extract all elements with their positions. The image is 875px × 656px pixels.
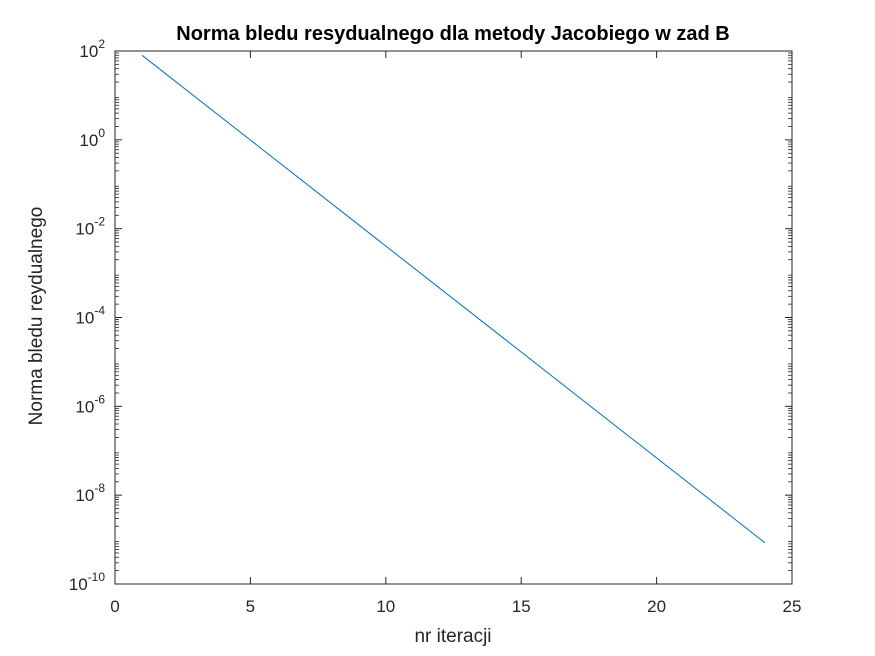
plot-area — [115, 51, 792, 584]
y-axis-label: Norma bledu reydualnego — [26, 207, 47, 426]
y-tick-label: 100 — [79, 126, 105, 150]
x-tick-label: 10 — [376, 597, 395, 616]
y-tick-base: 10 — [79, 42, 98, 61]
x-tick-label: 5 — [246, 597, 255, 616]
x-tick-label: 25 — [783, 597, 802, 616]
y-tick-base: 10 — [75, 309, 94, 328]
y-tick-base: 10 — [75, 220, 94, 239]
x-tick-label: 15 — [512, 597, 531, 616]
y-tick-exponent: -2 — [94, 215, 105, 229]
y-tick-label: 10-8 — [75, 481, 105, 505]
y-tick-label: 102 — [79, 37, 105, 61]
y-tick-label: 10-4 — [75, 304, 105, 328]
x-axis-label: nr iteracji — [414, 626, 491, 647]
y-tick-base: 10 — [75, 397, 94, 416]
y-tick-base: 10 — [75, 486, 94, 505]
y-tick-label: 10-10 — [69, 570, 106, 594]
y-tick-base: 10 — [79, 131, 98, 150]
y-tick-exponent: -6 — [94, 392, 105, 406]
y-tick-exponent: 0 — [98, 126, 105, 140]
x-tick-label: 20 — [647, 597, 666, 616]
y-tick-exponent: -10 — [88, 570, 106, 584]
y-tick-exponent: -4 — [94, 304, 105, 318]
y-tick-base: 10 — [69, 575, 88, 594]
y-tick-exponent: -8 — [94, 481, 105, 495]
series-group — [141, 54, 766, 544]
series-line-0 — [141, 54, 766, 544]
y-tick-label: 10-2 — [75, 215, 105, 239]
chart-title: Norma bledu resydualnego dla metody Jaco… — [176, 23, 729, 45]
y-tick-exponent: 2 — [98, 37, 105, 51]
x-tick-label: 0 — [110, 597, 119, 616]
y-tick-label: 10-6 — [75, 392, 105, 416]
